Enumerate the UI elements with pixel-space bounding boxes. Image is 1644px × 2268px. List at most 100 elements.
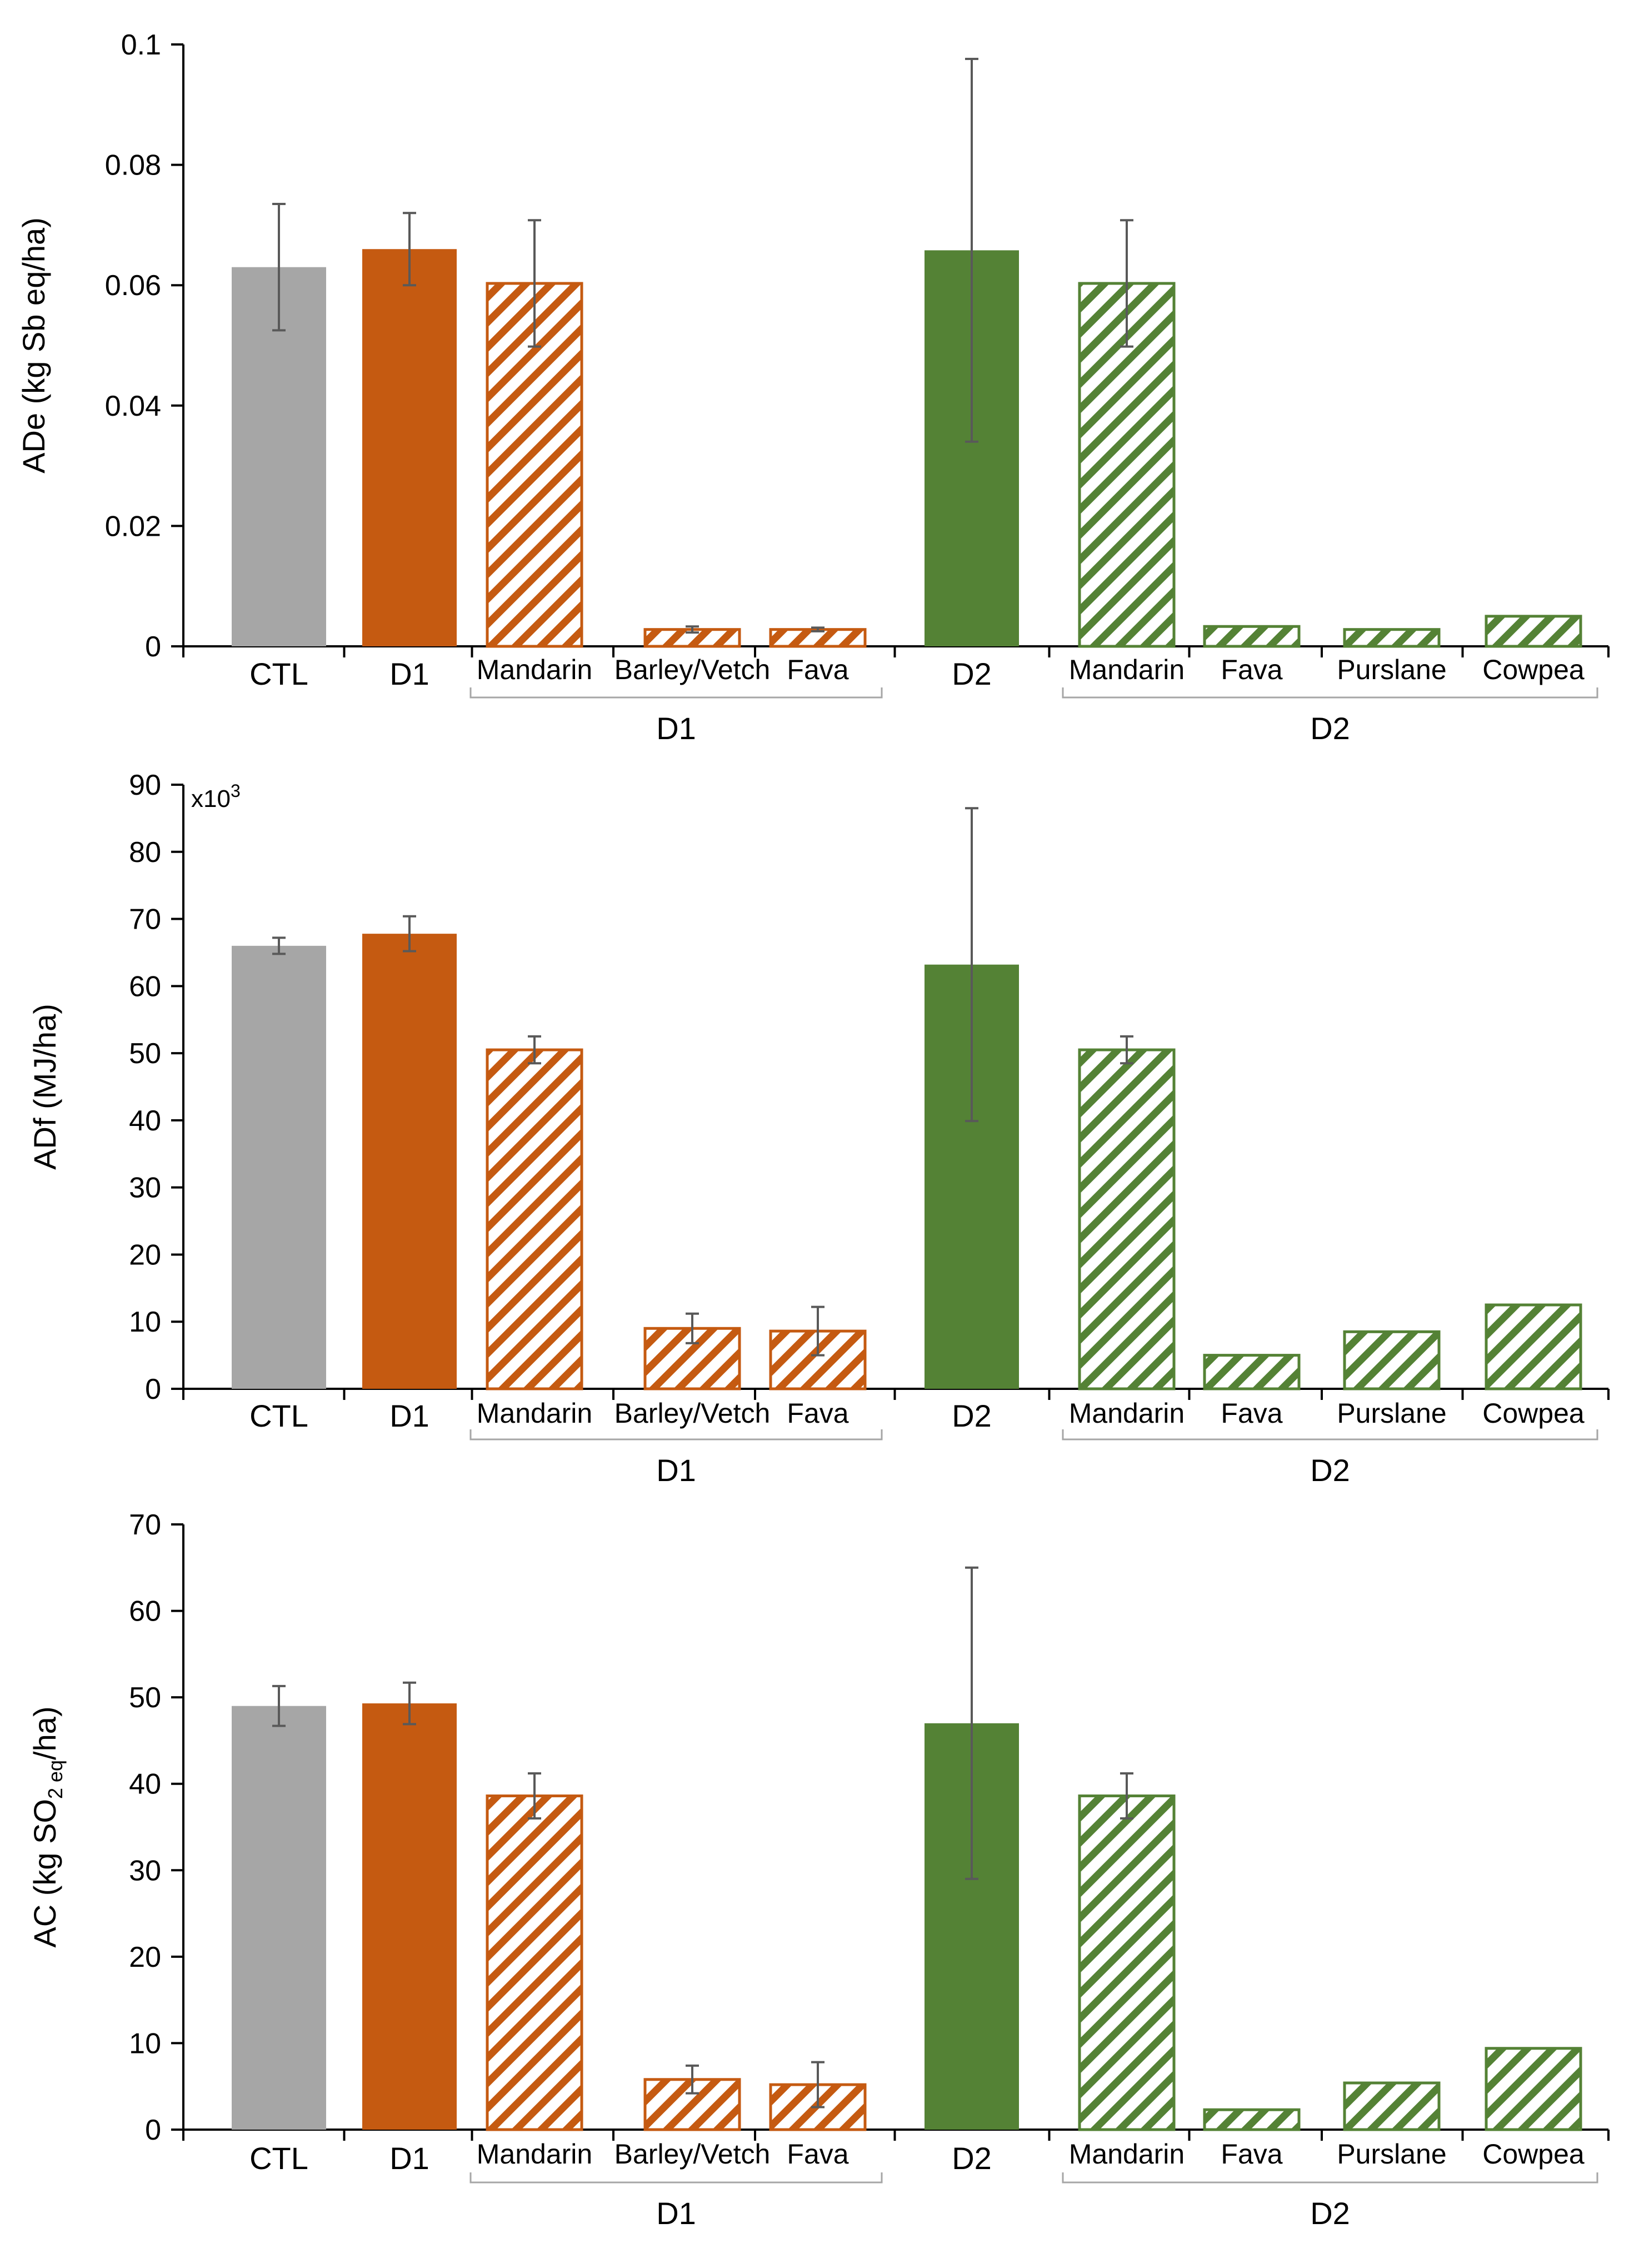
y-tick-label: 40	[129, 1768, 161, 1801]
x-category-label: Fava	[1221, 654, 1282, 685]
group-bracket	[1062, 1429, 1598, 1440]
y-tick-label: 60	[129, 1596, 161, 1628]
x-category-label: Cowpea	[1482, 1398, 1585, 1429]
bar-ctl	[232, 945, 326, 1389]
y-tick-label: 0.1	[121, 29, 161, 61]
x-category-label: D2	[952, 1398, 992, 1433]
bar-mandarin	[486, 1048, 583, 1390]
x-category-label: Purslane	[1337, 654, 1446, 685]
group-bracket	[469, 2172, 883, 2184]
y-tick-label: 80	[129, 836, 161, 869]
y-axis-label: AC (kg SO2 eq/ha)	[27, 1706, 67, 1947]
group-bracket	[1062, 2172, 1598, 2184]
x-category-label: D2	[952, 656, 992, 691]
x-category-label: D1	[389, 656, 429, 691]
bar-fava	[1203, 625, 1301, 648]
x-category-label: CTL	[249, 2141, 308, 2176]
y-tick-label: 10	[129, 2027, 161, 2060]
x-category-label: Mandarin	[477, 2139, 592, 2170]
y-tick-label: 0	[145, 631, 161, 663]
x-category-label: Barley/Vetch	[614, 2139, 771, 2170]
y-axis-label: ADf (MJ/ha)	[27, 1004, 62, 1170]
x-category-label: Mandarin	[477, 654, 592, 685]
group-bracket	[469, 687, 883, 699]
bar-purslane	[1343, 2081, 1441, 2131]
bar-d1	[362, 249, 457, 647]
y-tick-label: 40	[129, 1105, 161, 1137]
bar-cowpea	[1485, 1303, 1582, 1390]
y-tick-label: 0	[145, 1373, 161, 1405]
x-category-label: Barley/Vetch	[614, 1398, 771, 1429]
bar-mandarin	[1078, 1048, 1176, 1390]
x-category-label: Mandarin	[477, 1398, 592, 1429]
y-axis-label-main: AC (kg SO	[27, 1799, 62, 1948]
y-axis-label: ADe (kg Sb eq/ha)	[16, 217, 51, 473]
x-category-label: Fava	[787, 654, 848, 685]
y-tick-label: 20	[129, 1941, 161, 1973]
bar-purslane	[1343, 628, 1441, 648]
x-category-label: Fava	[1221, 2139, 1282, 2170]
y-tick-label: 90	[129, 769, 161, 801]
y-tick-label: 0.04	[105, 390, 161, 422]
panel-ac: 0 10 20 30 40 50 60 70 AC (kg SO2 eq/ha) CTL D1 Man…	[27, 1509, 1610, 2231]
y-tick-label: 30	[129, 1172, 161, 1204]
axis-multiplier-exponent: 3	[231, 781, 241, 801]
y-tick-label: 0.08	[105, 149, 161, 182]
x-category-label: Purslane	[1337, 1398, 1446, 1429]
y-tick-label: 50	[129, 1682, 161, 1714]
x-category-label: D2	[952, 2141, 992, 2176]
x-category-label: CTL	[249, 1398, 308, 1433]
bar-mandarin	[486, 1794, 583, 2131]
bar-barley-vetch	[643, 2078, 741, 2131]
bar-mandarin	[1078, 1794, 1176, 2131]
x-category-label: Fava	[787, 2139, 848, 2170]
x-category-label: Cowpea	[1482, 654, 1585, 685]
bar-ctl	[232, 1706, 326, 2130]
y-axis-label-main: ADe (kg Sb eq/ha)	[16, 217, 51, 473]
y-axis-label-main: ADf (MJ/ha)	[27, 1004, 62, 1170]
y-tick-label: 50	[129, 1038, 161, 1070]
axis-multiplier: x103	[191, 781, 241, 813]
x-category-label: Mandarin	[1069, 2139, 1185, 2170]
x-category-label: Mandarin	[1069, 654, 1185, 685]
panel-ade: 0 0.02 0.04 0.06 0.08 0.1 ADe (kg Sb eq/ha) CTL…	[16, 29, 1610, 746]
x-category-label: Purslane	[1337, 2139, 1446, 2170]
bar-purslane	[1343, 1330, 1441, 1390]
group-bracket	[1062, 687, 1598, 699]
y-tick-label: 20	[129, 1239, 161, 1271]
bar-fava	[769, 628, 867, 648]
y-tick-label: 70	[129, 904, 161, 936]
y-tick-label: 0.02	[105, 510, 161, 542]
y-tick-label: 70	[129, 1509, 161, 1541]
group-label: D1	[656, 2196, 696, 2231]
group-label: D2	[1310, 711, 1350, 746]
bar-cowpea	[1485, 615, 1582, 648]
x-category-label: Fava	[787, 1398, 848, 1429]
x-category-label: Barley/Vetch	[614, 654, 771, 685]
y-tick-label: 0.06	[105, 270, 161, 302]
x-category-label: D1	[389, 2141, 429, 2176]
bar-fava	[1203, 2108, 1301, 2131]
x-category-label: CTL	[249, 656, 308, 691]
axis-multiplier-base: x10	[191, 785, 231, 813]
x-category-label: Mandarin	[1069, 1398, 1185, 1429]
bar-d1	[362, 934, 457, 1389]
y-tick-label: 30	[129, 1855, 161, 1887]
y-axis-label-subscript: 2 eq	[44, 1760, 67, 1799]
panel-adf: 0 10 20 30 40 50 60 70 80 90 x103 ADf (MJ/ha) CTL D1 M…	[27, 769, 1610, 1488]
x-category-label: Cowpea	[1482, 2139, 1585, 2170]
x-category-label: Fava	[1221, 1398, 1282, 1429]
group-label: D1	[656, 711, 696, 746]
group-label: D1	[656, 1453, 696, 1488]
x-category-label: D1	[389, 1398, 429, 1433]
bar-d1	[362, 1703, 457, 2130]
group-bracket	[469, 1429, 883, 1440]
bar-cowpea	[1485, 2047, 1582, 2131]
group-label: D2	[1310, 2196, 1350, 2231]
y-tick-label: 10	[129, 1306, 161, 1338]
y-tick-label: 0	[145, 2114, 161, 2146]
bar-fava	[1203, 1354, 1301, 1390]
y-tick-label: 60	[129, 970, 161, 1003]
group-label: D2	[1310, 1453, 1350, 1488]
